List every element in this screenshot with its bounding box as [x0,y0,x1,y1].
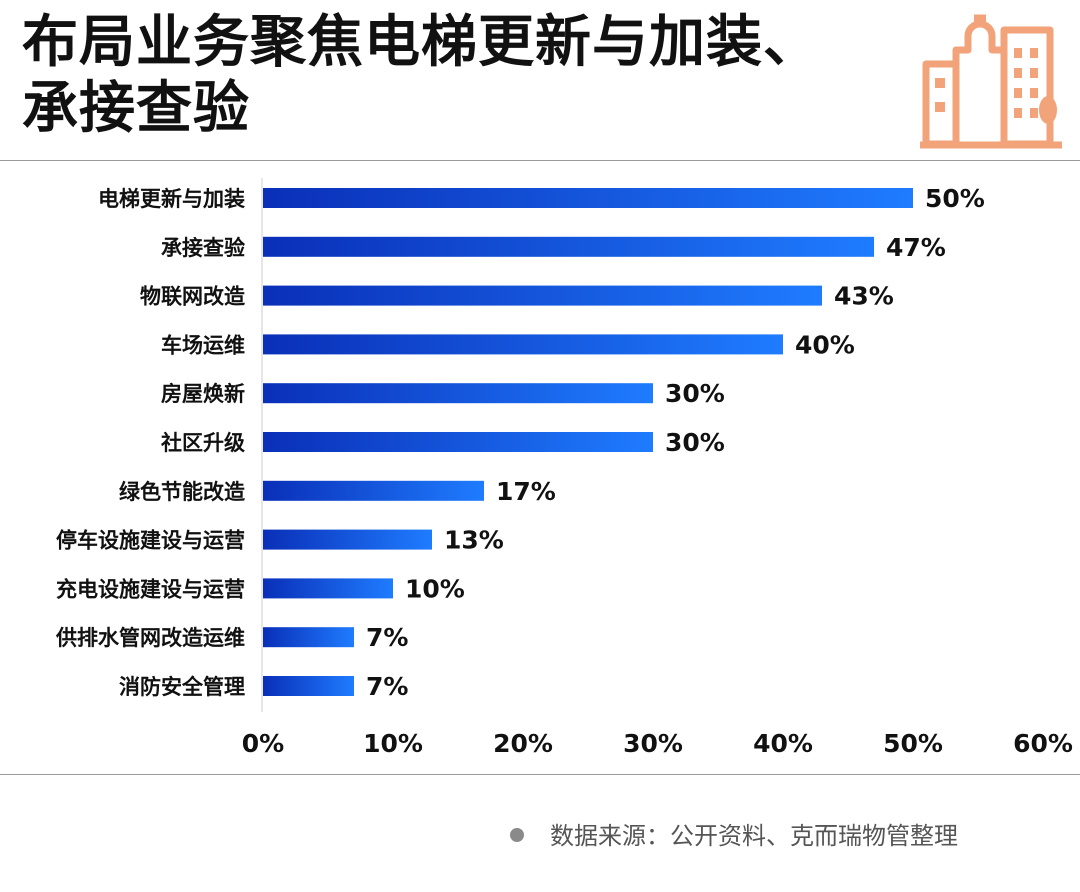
bar [263,480,484,501]
bar-group: 电梯更新与加装 50% 承接查验 47% 物联网改造 43% 车场运维 40% 房屋焕新 30% 社… [55,184,985,701]
bullet-icon [510,828,524,842]
category-label: 物联网改造 [140,285,246,309]
title-line-2: 承接查验 [22,76,250,141]
value-label: 50% [925,184,985,213]
x-tick-label: 10% [363,729,423,758]
category-label: 充电设施建设与运营 [56,577,245,601]
category-label: 停车设施建设与运营 [56,529,245,553]
x-tick-label: 50% [883,729,943,758]
bar [263,529,432,550]
value-label: 7% [366,672,408,701]
x-tick-label: 40% [753,729,813,758]
buildings-icon [920,14,1062,149]
source-text: 数据来源：公开资料、克而瑞物管整理 [550,822,958,850]
x-tick-label: 30% [623,729,683,758]
bar [263,236,874,257]
value-label: 13% [444,526,504,555]
category-label: 供排水管网改造运维 [55,626,245,650]
header-divider [0,160,1080,161]
value-label: 7% [366,623,408,652]
category-label: 电梯更新与加装 [98,187,245,211]
value-label: 43% [834,282,894,311]
bar [263,627,354,648]
value-label: 17% [496,477,556,506]
category-label: 消防安全管理 [119,675,245,699]
bar [263,285,822,306]
value-label: 30% [665,428,725,457]
value-label: 47% [886,233,946,262]
category-label: 房屋焕新 [161,382,245,406]
x-axis-ticks: 0% 10% 20% 30% 40% 50% 60% [242,729,1073,758]
data-source: 数据来源：公开资料、克而瑞物管整理 [510,816,958,851]
bar [263,432,653,452]
category-label: 承接查验 [161,236,245,260]
page-title: 布局业务聚焦电梯更新与加装、 承接查验 [22,10,882,142]
x-tick-label: 60% [1013,729,1073,758]
value-label: 10% [405,574,465,603]
bar [263,334,783,355]
bar [263,676,354,696]
x-tick-label: 0% [242,729,284,758]
title-line-1: 布局业务聚焦电梯更新与加装、 [22,10,820,75]
category-label: 社区升级 [160,431,245,455]
bar [263,188,913,208]
value-label: 30% [665,379,725,408]
value-label: 40% [795,330,855,359]
x-tick-label: 20% [493,729,553,758]
bar [263,578,393,599]
category-label: 绿色节能改造 [119,480,246,504]
category-label: 车场运维 [161,333,245,357]
bar [263,383,653,404]
footer-divider [0,774,1080,775]
